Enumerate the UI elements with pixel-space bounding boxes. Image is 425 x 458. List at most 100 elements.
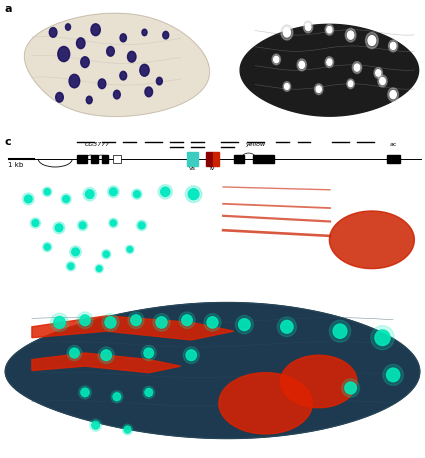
- Circle shape: [81, 388, 89, 397]
- Circle shape: [120, 34, 127, 42]
- Circle shape: [49, 27, 57, 37]
- Circle shape: [186, 350, 196, 360]
- Circle shape: [145, 388, 153, 396]
- Circle shape: [76, 38, 85, 49]
- Circle shape: [79, 386, 91, 399]
- Circle shape: [388, 88, 398, 101]
- Circle shape: [375, 330, 390, 345]
- Circle shape: [327, 59, 332, 65]
- Text: ac: ac: [389, 142, 397, 147]
- Circle shape: [124, 426, 131, 433]
- Bar: [234, 155, 244, 163]
- Circle shape: [70, 348, 79, 358]
- Circle shape: [143, 386, 155, 398]
- Circle shape: [325, 57, 334, 68]
- Circle shape: [81, 57, 89, 68]
- Circle shape: [153, 314, 170, 331]
- Circle shape: [102, 314, 119, 331]
- Circle shape: [283, 28, 290, 37]
- Circle shape: [101, 350, 111, 360]
- Polygon shape: [24, 13, 210, 116]
- Circle shape: [128, 312, 144, 328]
- Circle shape: [56, 93, 63, 102]
- Circle shape: [126, 245, 134, 254]
- Circle shape: [44, 244, 50, 250]
- Circle shape: [345, 382, 357, 394]
- Circle shape: [325, 24, 334, 35]
- Circle shape: [314, 84, 323, 95]
- Circle shape: [238, 319, 250, 331]
- Bar: [187, 152, 198, 166]
- Bar: [102, 155, 108, 163]
- Circle shape: [188, 189, 199, 200]
- Circle shape: [138, 222, 145, 229]
- Circle shape: [113, 90, 120, 99]
- Text: 1 kb: 1 kb: [8, 162, 24, 168]
- Circle shape: [390, 91, 396, 98]
- Circle shape: [113, 393, 121, 401]
- Circle shape: [179, 312, 195, 328]
- Circle shape: [272, 54, 280, 65]
- Bar: [91, 155, 98, 163]
- Circle shape: [102, 250, 111, 259]
- Circle shape: [127, 246, 133, 252]
- Circle shape: [141, 345, 156, 361]
- Circle shape: [204, 314, 221, 331]
- Circle shape: [23, 193, 34, 205]
- Circle shape: [297, 59, 306, 71]
- Circle shape: [327, 27, 332, 33]
- Polygon shape: [219, 373, 312, 434]
- Circle shape: [61, 194, 71, 204]
- Polygon shape: [5, 303, 420, 438]
- Circle shape: [383, 365, 403, 385]
- Circle shape: [58, 46, 70, 62]
- Circle shape: [352, 62, 362, 73]
- Text: vs: vs: [189, 166, 196, 171]
- Circle shape: [345, 28, 356, 42]
- Text: f: f: [4, 288, 9, 298]
- Circle shape: [111, 391, 123, 403]
- Circle shape: [90, 419, 102, 431]
- Circle shape: [183, 347, 199, 364]
- Circle shape: [388, 40, 398, 52]
- Circle shape: [91, 24, 100, 36]
- Polygon shape: [32, 316, 234, 340]
- Circle shape: [51, 313, 68, 332]
- Circle shape: [156, 317, 167, 328]
- Circle shape: [80, 315, 90, 326]
- Circle shape: [374, 68, 382, 78]
- Polygon shape: [329, 211, 414, 269]
- Bar: [76, 155, 87, 163]
- Circle shape: [156, 77, 162, 85]
- Circle shape: [380, 77, 385, 85]
- Circle shape: [42, 187, 52, 196]
- Circle shape: [30, 218, 41, 228]
- Circle shape: [77, 312, 93, 328]
- Circle shape: [281, 25, 293, 40]
- Circle shape: [120, 71, 127, 80]
- Circle shape: [109, 218, 118, 228]
- Bar: [212, 152, 219, 166]
- Circle shape: [305, 23, 311, 31]
- Bar: [253, 155, 274, 163]
- Circle shape: [86, 96, 92, 104]
- Circle shape: [354, 64, 360, 71]
- Circle shape: [136, 220, 147, 231]
- Circle shape: [67, 345, 82, 361]
- Polygon shape: [280, 355, 357, 408]
- Circle shape: [376, 70, 381, 76]
- Circle shape: [140, 64, 149, 76]
- Circle shape: [368, 36, 376, 45]
- Circle shape: [66, 262, 76, 271]
- Circle shape: [44, 189, 50, 195]
- Circle shape: [131, 315, 141, 326]
- Circle shape: [133, 191, 140, 197]
- Polygon shape: [240, 24, 419, 116]
- Circle shape: [54, 316, 65, 328]
- Circle shape: [83, 187, 96, 201]
- Text: yellow: yellow: [245, 142, 265, 147]
- Circle shape: [96, 266, 102, 272]
- Circle shape: [110, 188, 117, 196]
- Circle shape: [207, 317, 218, 328]
- Circle shape: [32, 219, 39, 226]
